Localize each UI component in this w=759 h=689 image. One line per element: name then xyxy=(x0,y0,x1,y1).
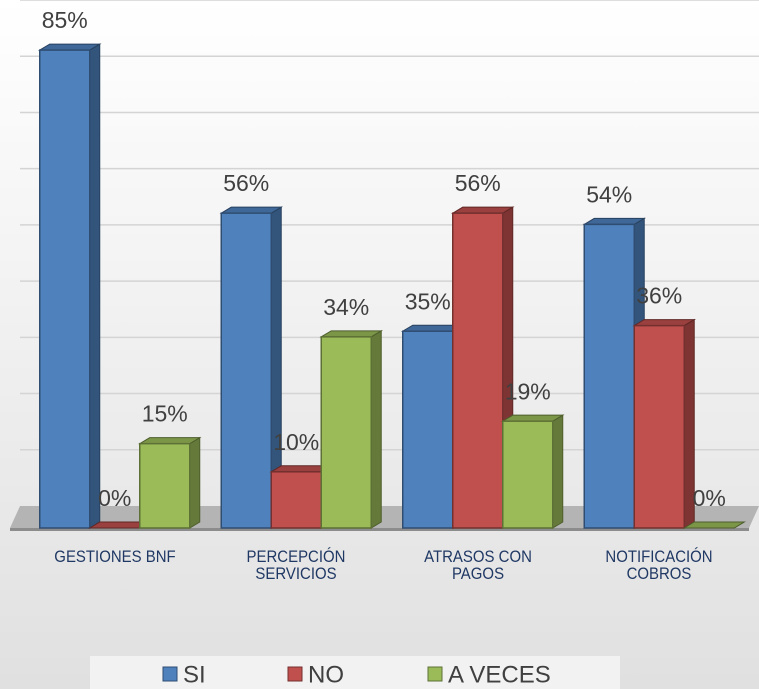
bar-front xyxy=(320,336,372,529)
bar-front xyxy=(633,324,685,529)
bar-top xyxy=(137,437,202,445)
data-label: 10% xyxy=(273,429,319,455)
bar-side xyxy=(552,414,564,529)
data-label: 36% xyxy=(636,283,682,309)
x-tick-label: PERCEPCIÓN SERVICIOS xyxy=(246,547,346,583)
bar-top xyxy=(632,319,697,327)
bar-front xyxy=(139,442,191,529)
bar-front xyxy=(583,223,635,529)
legend-swatch xyxy=(427,666,443,682)
legend-label: A VECES xyxy=(448,661,551,688)
data-label: 35% xyxy=(405,288,451,314)
legend-swatch xyxy=(287,666,303,682)
bar-top xyxy=(682,521,747,529)
bar-top xyxy=(219,206,284,214)
bar xyxy=(137,436,202,529)
bar-top xyxy=(319,330,384,338)
data-label: 19% xyxy=(505,378,551,404)
bar xyxy=(319,329,384,529)
bar-front xyxy=(39,49,91,529)
floor-edge xyxy=(10,528,749,531)
data-label: 15% xyxy=(142,401,188,427)
x-tick-label: ATRASOS CON PAGOS xyxy=(423,547,532,583)
legend-label: NO xyxy=(308,661,344,688)
bar-front xyxy=(270,471,322,529)
x-tick-label: NOTIFICACIÓN COBROS xyxy=(605,547,713,583)
bar-front xyxy=(402,330,454,529)
bar xyxy=(632,318,697,529)
bar-side xyxy=(89,43,101,529)
bar-top xyxy=(582,217,647,225)
bar xyxy=(500,414,565,529)
legend-swatch xyxy=(162,666,178,682)
data-label: 34% xyxy=(323,294,369,320)
bar-top xyxy=(450,206,515,214)
data-label: 85% xyxy=(42,7,88,33)
data-label: 56% xyxy=(455,170,501,196)
x-tick-label: GESTIONES BNF xyxy=(54,547,176,566)
bar-front xyxy=(220,212,272,529)
data-label: 0% xyxy=(98,485,131,511)
bar xyxy=(682,521,747,529)
bar-side xyxy=(370,329,382,529)
bar xyxy=(219,206,284,529)
legend-label: SI xyxy=(183,661,206,688)
data-label: 0% xyxy=(693,485,726,511)
bar-side xyxy=(189,436,201,529)
bar-front xyxy=(502,420,554,529)
bar-front xyxy=(452,212,504,529)
bar xyxy=(37,43,102,529)
data-label: 56% xyxy=(223,170,269,196)
bar-top xyxy=(500,414,565,422)
bar-top xyxy=(37,43,102,51)
legend-box xyxy=(90,656,620,689)
data-label: 54% xyxy=(586,181,632,207)
